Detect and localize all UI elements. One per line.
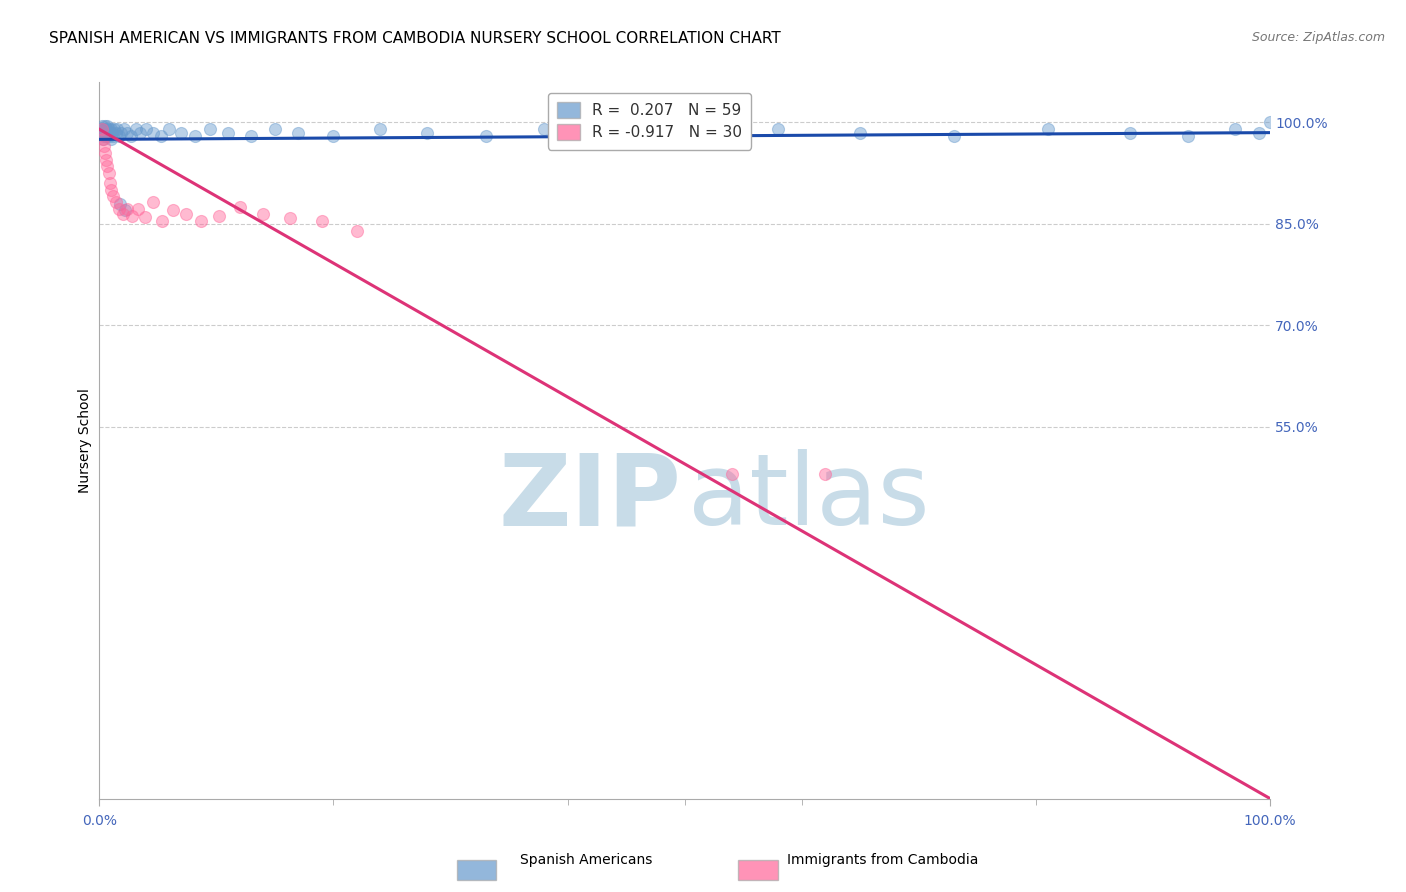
Point xyxy=(94,119,117,133)
Point xyxy=(111,207,134,221)
Point xyxy=(108,128,131,143)
Point xyxy=(162,203,184,218)
Point xyxy=(98,177,121,191)
Text: Spanish Americans: Spanish Americans xyxy=(520,853,652,867)
Point xyxy=(100,122,122,136)
Point xyxy=(533,122,555,136)
Point xyxy=(252,207,274,221)
Point xyxy=(90,119,112,133)
Point xyxy=(240,128,263,143)
Point xyxy=(174,207,197,221)
Point xyxy=(93,128,115,143)
Point xyxy=(94,145,117,160)
Point xyxy=(101,126,124,140)
Point xyxy=(135,122,157,136)
Point xyxy=(416,126,439,140)
Point xyxy=(96,119,118,133)
Text: atlas: atlas xyxy=(689,450,929,546)
Point xyxy=(368,122,391,136)
Point xyxy=(1177,128,1199,143)
Point xyxy=(1258,115,1281,129)
Y-axis label: Nursery School: Nursery School xyxy=(79,388,93,492)
Point xyxy=(943,128,966,143)
Point xyxy=(322,128,344,143)
Point xyxy=(100,183,122,197)
Point xyxy=(127,202,149,216)
Point xyxy=(159,122,181,136)
Point xyxy=(150,128,173,143)
Point xyxy=(346,224,368,238)
Text: Immigrants from Cambodia: Immigrants from Cambodia xyxy=(787,853,979,867)
Point xyxy=(603,126,626,140)
Point xyxy=(117,126,139,140)
Point xyxy=(96,160,118,174)
Point xyxy=(90,122,112,136)
Point xyxy=(184,128,207,143)
Point xyxy=(89,122,111,136)
Text: ZIP: ZIP xyxy=(498,450,682,546)
Point xyxy=(93,139,115,153)
Point xyxy=(142,126,165,140)
Point xyxy=(112,122,135,136)
Point xyxy=(217,126,239,140)
Point xyxy=(97,128,120,143)
Point xyxy=(108,202,131,216)
Point xyxy=(90,126,112,140)
Point xyxy=(120,128,142,143)
Point xyxy=(103,128,125,143)
Point xyxy=(849,126,872,140)
Point xyxy=(474,128,496,143)
Point xyxy=(311,213,333,227)
Point xyxy=(121,209,143,223)
Point xyxy=(208,209,231,223)
Point xyxy=(104,126,127,140)
Legend: R =  0.207   N = 59, R = -0.917   N = 30: R = 0.207 N = 59, R = -0.917 N = 30 xyxy=(548,93,751,150)
Point xyxy=(104,195,127,210)
Point xyxy=(91,122,114,136)
Point xyxy=(263,122,285,136)
Point xyxy=(278,211,301,226)
Point xyxy=(129,126,152,140)
Point xyxy=(91,132,114,146)
Point xyxy=(170,126,193,140)
Point xyxy=(96,128,118,143)
Point xyxy=(91,132,114,146)
Point xyxy=(152,213,174,227)
Point xyxy=(1247,126,1270,140)
Text: Source: ZipAtlas.com: Source: ZipAtlas.com xyxy=(1251,31,1385,45)
Point xyxy=(768,122,790,136)
Point xyxy=(287,126,309,140)
Point xyxy=(96,126,118,140)
Point xyxy=(1223,122,1246,136)
Point xyxy=(190,213,212,227)
Point xyxy=(124,122,146,136)
Point xyxy=(96,122,118,136)
Point xyxy=(94,126,117,140)
Point xyxy=(98,126,121,140)
Point xyxy=(814,467,837,481)
Point xyxy=(103,188,125,202)
Text: SPANISH AMERICAN VS IMMIGRANTS FROM CAMBODIA NURSERY SCHOOL CORRELATION CHART: SPANISH AMERICAN VS IMMIGRANTS FROM CAMB… xyxy=(49,31,780,46)
Point xyxy=(97,122,120,136)
Point xyxy=(100,132,122,146)
Point xyxy=(1036,122,1059,136)
Point xyxy=(1118,126,1140,140)
Point xyxy=(110,196,132,211)
Point xyxy=(105,122,128,136)
Point xyxy=(97,166,120,180)
Point xyxy=(114,203,136,218)
Point xyxy=(229,200,252,214)
Point xyxy=(200,122,222,136)
Point xyxy=(142,195,165,210)
Point xyxy=(103,122,125,136)
Point xyxy=(96,153,118,167)
Point xyxy=(720,467,742,481)
Point xyxy=(685,128,707,143)
Point xyxy=(134,210,156,224)
Point xyxy=(93,122,115,136)
Point xyxy=(110,126,132,140)
Point xyxy=(117,202,139,216)
